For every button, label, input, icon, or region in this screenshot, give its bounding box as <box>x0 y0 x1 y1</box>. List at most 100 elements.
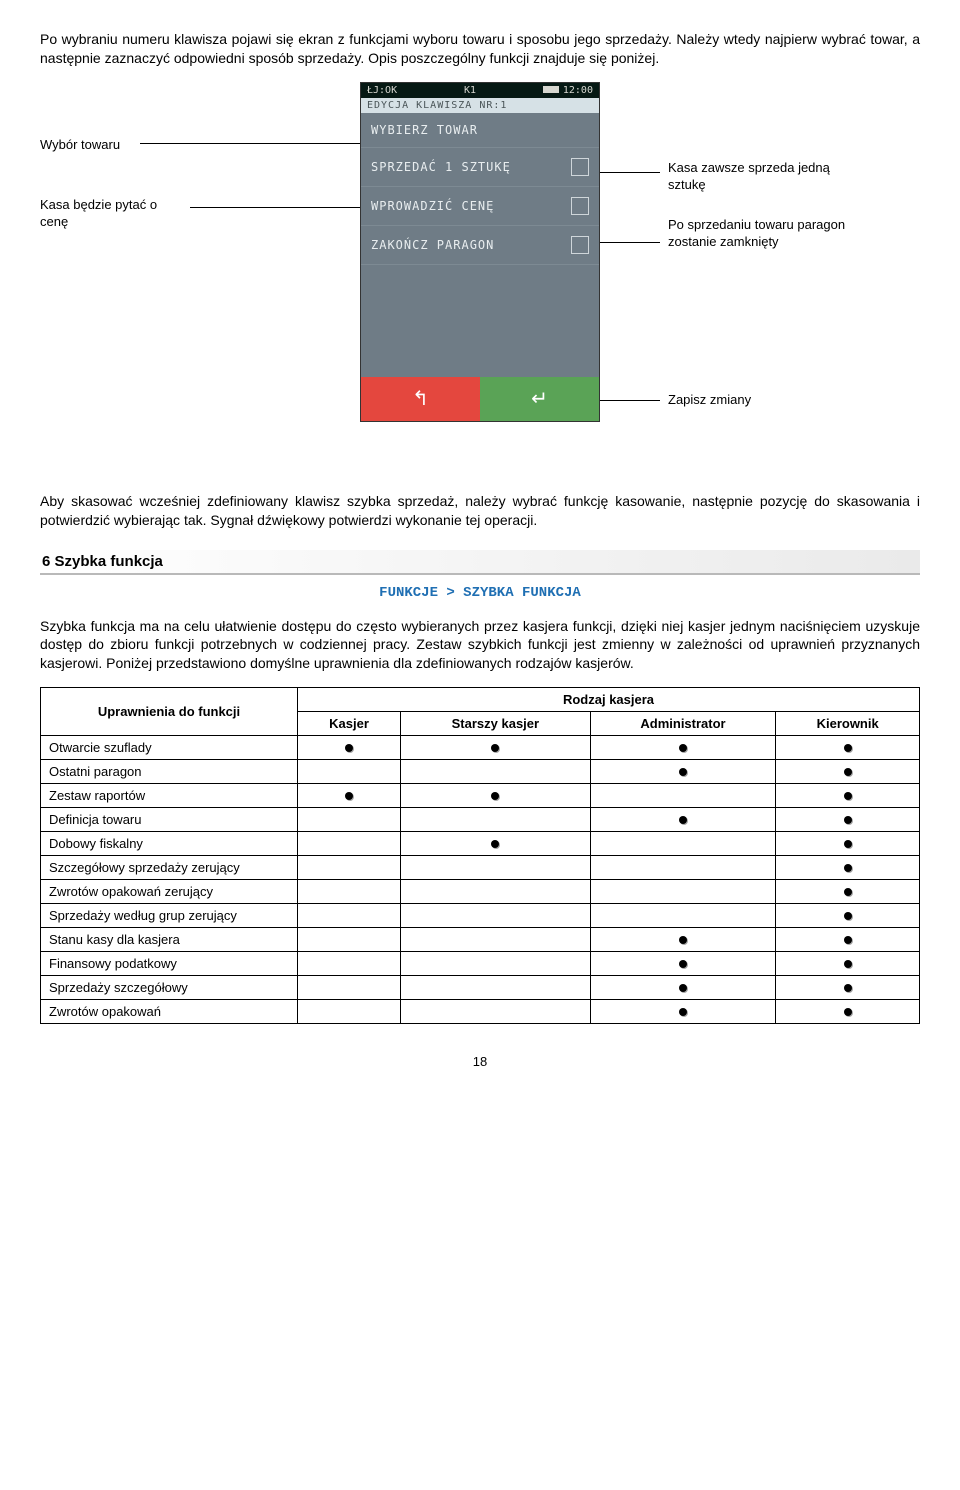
connector-line <box>140 143 360 144</box>
perm-cell <box>401 832 591 856</box>
table-row: Definicja towaru <box>41 808 920 832</box>
enter-icon: ↵ <box>531 386 548 411</box>
phone-row-zakoncz[interactable]: ZAKOŃCZ PARAGON <box>361 226 599 265</box>
row-label: Szczegółowy sprzedaży zerujący <box>41 856 298 880</box>
status-left: ŁJ:OK <box>367 85 397 96</box>
perm-cell <box>776 856 920 880</box>
dot-icon <box>844 864 852 872</box>
perm-cell <box>776 952 920 976</box>
phone-row-label: WYBIERZ TOWAR <box>371 123 478 137</box>
perm-cell <box>590 760 776 784</box>
checkbox-icon[interactable] <box>571 158 589 176</box>
phone-row-label: SPRZEDAĆ 1 SZTUKĘ <box>371 160 511 174</box>
connector-line <box>600 242 660 243</box>
row-label: Zwrotów opakowań <box>41 1000 298 1024</box>
perm-cell <box>776 736 920 760</box>
perm-cell <box>590 952 776 976</box>
phone-row-wybierz[interactable]: WYBIERZ TOWAR <box>361 113 599 148</box>
table-row: Finansowy podatkowy <box>41 952 920 976</box>
phone-subtitle: EDYCJA KLAWISZA NR:1 <box>361 98 599 113</box>
perm-cell <box>298 1000 401 1024</box>
breadcrumb: FUNKCJE > SZYBKA FUNKCJA <box>40 585 920 601</box>
phone-row-label: ZAKOŃCZ PARAGON <box>371 238 494 252</box>
col-kierownik: Kierownik <box>776 712 920 736</box>
phone-row-sprzedac[interactable]: SPRZEDAĆ 1 SZTUKĘ <box>361 148 599 187</box>
perm-cell <box>776 904 920 928</box>
col-kasjer: Kasjer <box>298 712 401 736</box>
dot-icon <box>345 744 353 752</box>
section-heading: 6 Szybka funkcja <box>40 550 920 575</box>
permissions-table: Uprawnienia do funkcji Rodzaj kasjera Ka… <box>40 687 920 1024</box>
perm-cell <box>590 928 776 952</box>
phone-screen: ŁJ:OK K1 12:00 EDYCJA KLAWISZA NR:1 WYBI… <box>360 82 600 422</box>
connector-line <box>190 207 360 208</box>
perm-cell <box>401 976 591 1000</box>
dot-icon <box>679 744 687 752</box>
perm-cell <box>401 904 591 928</box>
dot-icon <box>844 984 852 992</box>
row-label: Finansowy podatkowy <box>41 952 298 976</box>
perm-cell <box>298 928 401 952</box>
perm-cell <box>776 760 920 784</box>
col-starszy: Starszy kasjer <box>401 712 591 736</box>
perm-cell <box>298 904 401 928</box>
back-icon: ↰ <box>412 386 429 411</box>
intro-paragraph: Po wybraniu numeru klawisza pojawi się e… <box>40 30 920 68</box>
dot-icon <box>844 888 852 896</box>
table-row: Sprzedaży według grup zerujący <box>41 904 920 928</box>
section-body: Szybka funkcja ma na celu ułatwienie dos… <box>40 617 920 674</box>
dot-icon <box>844 840 852 848</box>
label-sprzeda-sztuke: Kasa zawsze sprzeda jedną sztukę <box>668 160 848 194</box>
connector-line <box>600 400 660 401</box>
perm-cell <box>776 808 920 832</box>
checkbox-icon[interactable] <box>571 236 589 254</box>
perm-cell <box>776 832 920 856</box>
perm-cell <box>298 736 401 760</box>
perm-cell <box>298 808 401 832</box>
perm-cell <box>401 736 591 760</box>
row-label: Otwarcie szuflady <box>41 736 298 760</box>
mid-paragraph: Aby skasować wcześniej zdefiniowany klaw… <box>40 492 920 530</box>
table-row: Zwrotów opakowań zerujący <box>41 880 920 904</box>
perm-cell <box>590 1000 776 1024</box>
dot-icon <box>844 816 852 824</box>
table-row: Zestaw raportów <box>41 784 920 808</box>
dot-icon <box>491 792 499 800</box>
phone-row-wprowadzic[interactable]: WPROWADZIĆ CENĘ <box>361 187 599 226</box>
table-row: Szczegółowy sprzedaży zerujący <box>41 856 920 880</box>
perm-cell <box>401 880 591 904</box>
dot-icon <box>679 936 687 944</box>
table-header-group: Rodzaj kasjera <box>298 688 920 712</box>
dot-icon <box>679 984 687 992</box>
back-button[interactable]: ↰ <box>361 377 480 421</box>
dot-icon <box>844 936 852 944</box>
checkbox-icon[interactable] <box>571 197 589 215</box>
phone-bottom-bar: ↰ ↵ <box>361 377 599 421</box>
perm-cell <box>401 856 591 880</box>
phone-row-label: WPROWADZIĆ CENĘ <box>371 199 494 213</box>
row-label: Sprzedaży według grup zerujący <box>41 904 298 928</box>
perm-cell <box>590 784 776 808</box>
table-row: Dobowy fiskalny <box>41 832 920 856</box>
row-label: Dobowy fiskalny <box>41 832 298 856</box>
perm-cell <box>298 952 401 976</box>
row-label: Zwrotów opakowań zerujący <box>41 880 298 904</box>
perm-cell <box>590 880 776 904</box>
dot-icon <box>844 792 852 800</box>
row-label: Sprzedaży szczegółowy <box>41 976 298 1000</box>
perm-cell <box>401 760 591 784</box>
dot-icon <box>844 912 852 920</box>
connector-line <box>600 172 660 173</box>
perm-cell <box>590 808 776 832</box>
dot-icon <box>491 840 499 848</box>
perm-cell <box>776 880 920 904</box>
label-paragon-zamkniety: Po sprzedaniu towaru paragon zostanie za… <box>668 217 848 251</box>
enter-button[interactable]: ↵ <box>480 377 599 421</box>
perm-cell <box>401 1000 591 1024</box>
label-kasa-pytac: Kasa będzie pytać o cenę <box>40 197 180 231</box>
perm-cell <box>298 880 401 904</box>
perm-cell <box>401 784 591 808</box>
dot-icon <box>679 768 687 776</box>
col-admin: Administrator <box>590 712 776 736</box>
dot-icon <box>679 960 687 968</box>
